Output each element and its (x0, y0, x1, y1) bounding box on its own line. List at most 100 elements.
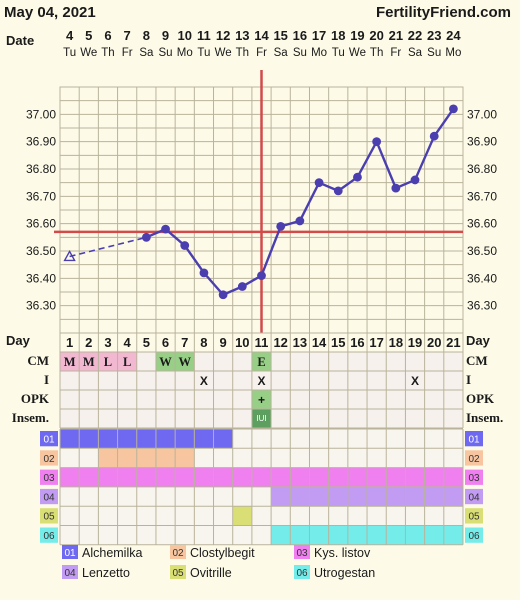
cm-label-left: CM (27, 353, 49, 368)
y-tick-label: 36.60 (26, 217, 56, 231)
date-label: 10 (178, 28, 192, 43)
day-number: 15 (331, 335, 345, 350)
medication-day-fill (386, 467, 406, 487)
day-row-label-left: Day (6, 333, 31, 348)
medication-day-fill (290, 486, 310, 507)
medication-code: 04 (468, 492, 480, 503)
day-number: 19 (408, 335, 422, 350)
medication-day-fill (117, 429, 137, 449)
day-number: 18 (389, 335, 403, 350)
date-label: 8 (143, 28, 150, 43)
medication-day-fill (424, 525, 444, 545)
y-tick-label: 36.30 (26, 299, 56, 313)
legend-swatch (170, 565, 186, 579)
temperature-point (161, 224, 170, 234)
legend-swatch (294, 565, 310, 579)
medication-day-fill (232, 467, 252, 487)
weekday-label: Mo (311, 47, 327, 59)
y-tick-label: 37.00 (26, 107, 56, 121)
y-tick-label-right: 36.60 (467, 217, 497, 231)
weekday-label: We (215, 47, 232, 59)
weekday-label: Sa (408, 47, 423, 59)
i-label-right: I (466, 372, 471, 387)
weekday-label: We (349, 47, 366, 59)
medication-day-fill (98, 429, 118, 449)
day-number: 12 (273, 335, 287, 350)
medication-code: 01 (43, 435, 55, 446)
temperature-line-segment (433, 108, 455, 137)
legend-name: Utrogestan (314, 566, 375, 580)
legend-code: 05 (172, 568, 184, 579)
medication-day-fill (136, 467, 156, 487)
medication-day-fill (443, 467, 463, 487)
cm-cell-text: M (83, 355, 95, 369)
date-label: 19 (350, 28, 364, 43)
day-number: 9 (220, 335, 227, 350)
legend-swatch (62, 565, 78, 579)
day-number: 7 (181, 335, 188, 350)
y-tick-label: 36.40 (26, 271, 56, 285)
medication-row-bg (60, 506, 463, 526)
medication-day-fill (232, 506, 252, 526)
y-tick-label-right: 36.70 (467, 189, 497, 203)
medication-day-fill (405, 525, 425, 545)
date-label: 13 (235, 28, 249, 43)
weekday-label: We (80, 47, 97, 59)
temperature-point (391, 183, 401, 193)
date-label: 4 (66, 28, 74, 43)
medication-day-fill (347, 525, 368, 545)
medication-code: 06 (468, 531, 480, 542)
day-row-label-right: Day (466, 333, 491, 348)
medication-day-fill (328, 486, 348, 507)
chart-date: May 04, 2021 (4, 4, 96, 21)
temperature-point (314, 178, 324, 188)
medication-day-fill (175, 467, 195, 487)
date-label: 12 (216, 28, 230, 43)
medication-day-fill (367, 525, 387, 545)
cm-label-right: CM (466, 353, 488, 368)
cm-cell-text: L (123, 355, 131, 369)
legend-name: Clostylbegit (190, 546, 255, 560)
insem-label-left: Insem. (12, 410, 49, 425)
weekday-label: Fr (390, 47, 401, 59)
y-tick-label-right: 36.80 (467, 162, 497, 176)
weekday-label: Th (236, 47, 249, 59)
date-label: 5 (85, 28, 92, 43)
medication-day-fill (290, 467, 310, 487)
date-label: 15 (273, 28, 287, 43)
temperature-line-segment (375, 141, 397, 189)
medication-code-badge-left (40, 469, 58, 485)
weekday-label: Tu (63, 47, 76, 59)
temperature-point (276, 222, 286, 231)
temperature-point (333, 186, 343, 196)
insem-mark: IUI (256, 414, 266, 423)
medication-code: 06 (43, 531, 55, 542)
legend-code: 02 (172, 548, 184, 559)
medication-day-fill (405, 486, 425, 507)
weekday-label: Sa (139, 47, 154, 59)
medication-day-fill (328, 467, 348, 487)
day-number: 21 (446, 335, 460, 350)
date-label: 11 (197, 28, 211, 43)
medication-day-fill (117, 467, 137, 487)
medication-day-fill (290, 525, 310, 545)
day-number: 6 (162, 335, 169, 350)
medication-day-fill (271, 486, 291, 507)
legend-code: 01 (64, 548, 76, 559)
weekday-label: Th (370, 47, 383, 59)
weekday-label: Fr (256, 47, 267, 59)
temperature-point-open (63, 250, 76, 262)
insem-label-right: Insem. (466, 410, 503, 425)
legend-swatch (62, 545, 78, 559)
y-tick-label-right: 36.30 (467, 299, 497, 313)
day-number: 2 (85, 335, 92, 350)
medication-day-fill (79, 429, 99, 449)
medication-day-fill (155, 467, 176, 487)
medication-code: 03 (468, 473, 480, 484)
temperature-point (199, 268, 209, 278)
medication-day-fill (79, 467, 99, 487)
medication-day-fill (309, 486, 329, 507)
day-number: 4 (124, 335, 132, 350)
medication-day-fill (424, 486, 444, 507)
opk-label-left: OPK (21, 391, 50, 406)
